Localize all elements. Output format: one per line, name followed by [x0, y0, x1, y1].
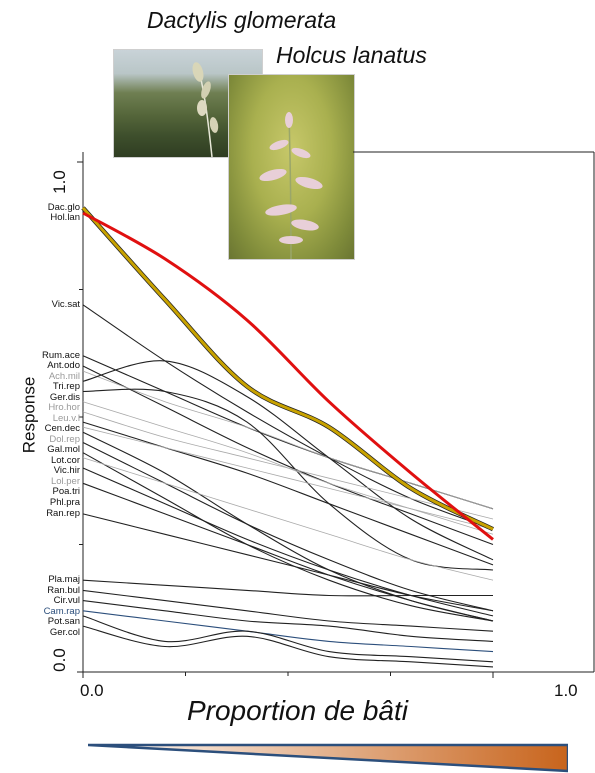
curve-ran-rep — [82, 513, 494, 612]
curve-ger-col — [82, 625, 494, 668]
curve-vic-hir — [82, 452, 494, 622]
species-label-cir-vul: Cir.vul — [53, 595, 80, 607]
species-label-gal-mol: Gal.mol — [47, 444, 80, 456]
curve-leu-v-l — [82, 411, 494, 520]
curve-dac-glo — [81, 206, 494, 531]
species-label-hro-hor: Hro.hor — [48, 402, 80, 414]
x-tick-left: 0.0 — [80, 681, 104, 700]
species-label-cam-rap: Cam.rap — [43, 605, 80, 617]
species-label-vic-sat: Vic.sat — [51, 298, 80, 310]
species-label-dac-glo: Dac.glo — [47, 201, 80, 213]
curve-tri-rep — [82, 360, 494, 561]
species-label-ger-dis: Ger.dis — [49, 391, 80, 403]
species-label-lot-cor: Lot.cor — [50, 454, 80, 466]
curve-lot-cor — [82, 442, 494, 612]
species-label-ach-mil: Ach.mil — [48, 370, 80, 382]
curve-outline-dac-glo — [81, 206, 495, 532]
species-label-pla-maj: Pla.maj — [48, 574, 80, 586]
species-label-tri-rep: Tri.rep — [52, 381, 80, 393]
curve-vic-sat — [82, 304, 494, 530]
curve-ach-mil — [82, 370, 494, 510]
y-axis-label: Response — [19, 376, 39, 454]
curve-ant-odo — [82, 365, 494, 546]
curve-pot-san — [82, 615, 494, 663]
curve-lol-per — [82, 457, 494, 581]
curve-phl-pra — [82, 482, 494, 622]
species-label-lol-per: Lol.per — [50, 475, 80, 487]
species-label-poa-tri: Poa.tri — [52, 486, 80, 498]
y-tick-bottom: 0.0 — [49, 648, 69, 672]
species-title-holcus: Holcus lanatus — [276, 42, 427, 68]
species-label-phl-pra: Phl.pra — [49, 496, 80, 508]
species-label-cen-dec: Cen.dec — [44, 423, 80, 435]
species-label-leu-v-l: Leu.v.l — [52, 412, 80, 424]
curve-cam-rap — [82, 610, 494, 653]
x-axis-title: Proportion de bâti — [186, 695, 409, 726]
x-tick-right: 1.0 — [554, 681, 578, 700]
species-label-pot-san: Pot.san — [47, 616, 80, 628]
curve-cen-dec — [82, 421, 494, 566]
species-label-ran-rep: Ran.rep — [46, 507, 80, 519]
chart-curves — [81, 206, 495, 668]
curve-hol-lan — [82, 211, 494, 541]
curve-ran-bul — [82, 589, 494, 632]
gradient-wedge — [88, 743, 568, 773]
species-label-vic-hir: Vic.hir — [53, 465, 80, 477]
species-label-rum-ace: Rum.ace — [41, 349, 80, 361]
holcus-photo — [228, 74, 355, 260]
species-label-ger-col: Ger.col — [49, 626, 80, 638]
species-title-dactylis: Dactylis glomerata — [147, 7, 337, 33]
y-tick-top: 1.0 — [49, 170, 69, 194]
species-label-hol-lan: Hol.lan — [50, 212, 80, 224]
species-label-dol-rep: Dol.rep — [49, 433, 80, 445]
curve-dol-rep — [82, 426, 494, 530]
species-label-ran-bul: Ran.bul — [47, 584, 80, 596]
species-label-ant-odo: Ant.odo — [47, 360, 80, 372]
curve-rum-ace — [82, 355, 494, 510]
curve-cir-vul — [82, 600, 494, 642]
curve-pla-maj — [82, 579, 493, 597]
